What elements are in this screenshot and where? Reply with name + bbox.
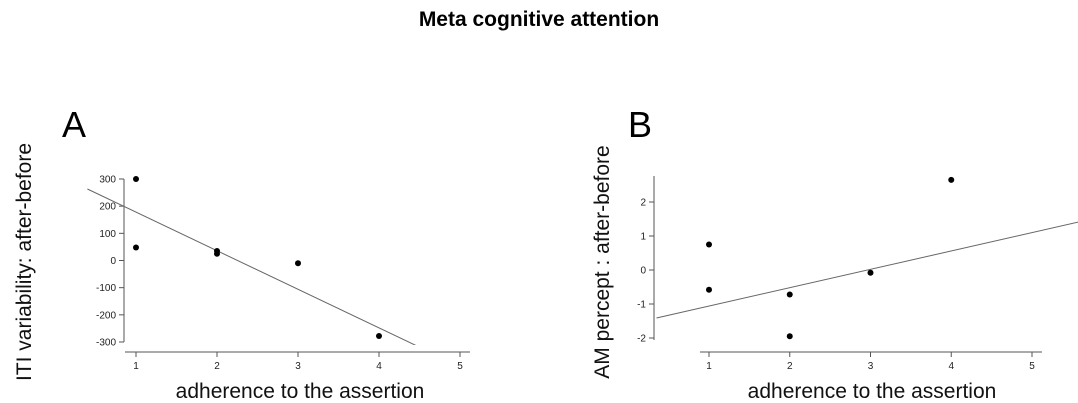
data-point xyxy=(376,333,382,340)
regression-line xyxy=(87,188,417,345)
y-tick-label: -200 xyxy=(96,310,116,321)
y-axis-title: ITI variability: after-before xyxy=(13,143,36,381)
data-point xyxy=(948,176,955,183)
y-tick-label: 100 xyxy=(99,229,116,240)
y-tick-label: 1 xyxy=(640,232,646,243)
x-axis-title: adherence to the assertion xyxy=(748,380,997,403)
y-tick-label: -100 xyxy=(96,283,116,294)
y-tick-label: 0 xyxy=(640,266,646,277)
x-tick-label: 1 xyxy=(133,361,139,372)
panel-label-b: B xyxy=(628,104,652,145)
x-tick-label: 2 xyxy=(214,361,220,372)
data-point xyxy=(706,241,712,248)
data-point xyxy=(786,291,793,298)
y-tick-label: 300 xyxy=(99,175,116,186)
regression-line xyxy=(656,221,1078,319)
chart-panel-b: B 1 2 3 4 5 -2 -1 0 1 2 adherence to the assertion A… xyxy=(591,104,1078,403)
x-tick-label: 2 xyxy=(787,361,793,372)
y-tick-label: 200 xyxy=(99,202,116,213)
y-tick-label: -2 xyxy=(637,334,646,345)
figure-title: Meta cognitive attention xyxy=(418,8,660,31)
x-tick-label: 5 xyxy=(457,361,463,372)
data-point xyxy=(214,250,220,257)
x-tick-label: 5 xyxy=(1029,361,1035,372)
data-point xyxy=(786,333,793,340)
y-tick-label: 0 xyxy=(110,256,116,267)
data-point xyxy=(295,260,301,267)
x-axis-title: adherence to the assertion xyxy=(176,380,425,403)
x-tick-label: 4 xyxy=(948,361,954,372)
data-point xyxy=(706,286,712,293)
y-axis-title: AM percept : after-before xyxy=(591,145,614,378)
chart-panel-a: A 1 2 3 4 5 -300 -200 -100 0 100 200 300 adherence to… xyxy=(13,104,470,403)
x-tick-label: 3 xyxy=(295,361,301,372)
y-tick-label: 2 xyxy=(640,198,646,209)
data-point xyxy=(133,176,139,182)
y-tick-label: -1 xyxy=(637,300,646,311)
x-tick-label: 1 xyxy=(706,361,712,372)
panel-label-a: A xyxy=(62,104,86,145)
y-tick-label: -300 xyxy=(96,338,116,349)
x-tick-label: 3 xyxy=(868,361,874,372)
data-point xyxy=(133,244,139,251)
data-point xyxy=(867,269,874,276)
x-tick-label: 4 xyxy=(376,361,382,372)
